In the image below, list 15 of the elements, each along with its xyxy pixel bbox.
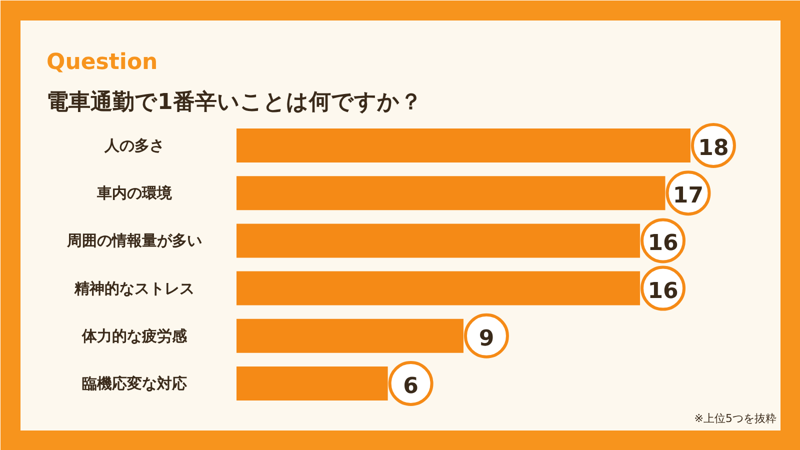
- data-label: 6: [403, 374, 418, 399]
- y-tick-label: 精神的なストレス: [74, 279, 194, 298]
- data-label: 16: [648, 278, 678, 304]
- chart-title: Question: [46, 50, 158, 75]
- data-label: 9: [478, 326, 494, 352]
- y-tick-label: 周囲の情報量が多い: [66, 232, 202, 250]
- y-tick-label: 臨機応変な対応: [82, 374, 187, 392]
- y-tick-label: 体力的な疲労感: [81, 326, 188, 345]
- y-tick-label: 人の多さ: [104, 136, 164, 154]
- data-label: 16: [648, 231, 678, 256]
- data-label: 18: [698, 136, 729, 161]
- text: ※上位5つを抜粋: [694, 412, 777, 425]
- data-label: 17: [672, 184, 704, 209]
- chart-subtitle: 電車通勤で1番辛いことは何ですか？: [46, 89, 422, 115]
- y-tick-label: 車内の環境: [96, 184, 173, 202]
